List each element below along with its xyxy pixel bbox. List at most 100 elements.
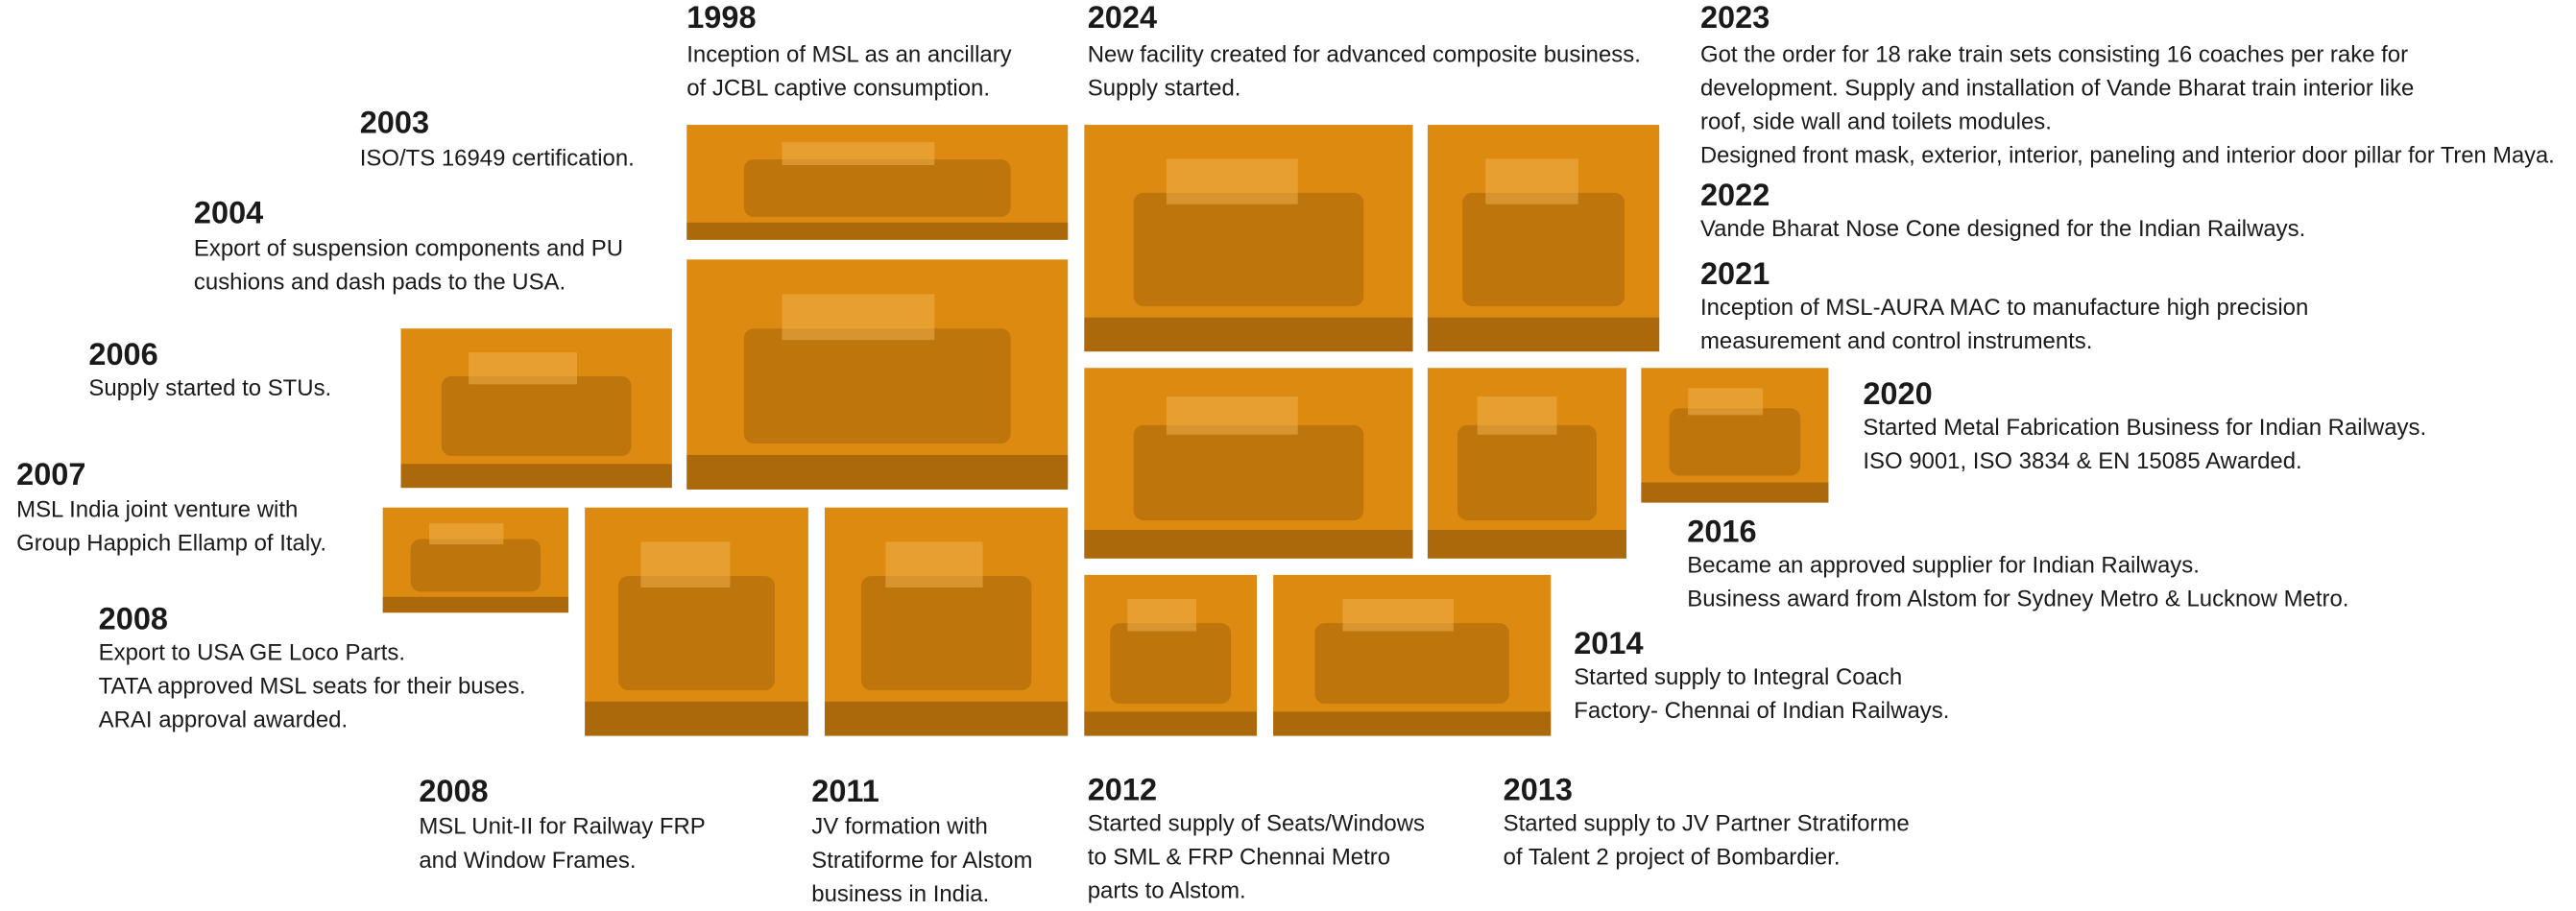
milestone-year: 2006 <box>88 337 157 372</box>
milestone-year: 2014 <box>1574 626 1643 660</box>
photo-shade <box>744 328 1011 444</box>
milestone-text: cushions and dash pads to the USA. <box>194 269 566 295</box>
milestone-text: Export to USA GE Loco Parts. <box>99 639 405 665</box>
milestone: 2013 Started supply to JV Partner Stratif… <box>1504 772 1910 870</box>
milestone-text: Designed front mask, exterior, interior,… <box>1700 143 2555 169</box>
milestone: 2012Started supply of Seats/Windowsto SM… <box>1088 772 1425 903</box>
milestone-text: ISO 9001, ISO 3834 & EN 15085 Awarded. <box>1863 448 2301 474</box>
photo-shade <box>1462 193 1625 306</box>
milestone-text: ARAI approval awarded. <box>99 707 348 732</box>
milestone-text: Became an approved supplier for Indian R… <box>1687 553 2200 579</box>
photo <box>1084 575 1257 736</box>
milestone-text: and Window Frames. <box>419 848 636 874</box>
milestone-year: 2021 <box>1700 256 1769 291</box>
photo-light <box>1478 396 1557 435</box>
photo-floor <box>1084 711 1257 735</box>
milestone: 2014 Started supply to Integral Coach Fact… <box>1574 626 1949 724</box>
milestone: 2022 Vande Bharat Nose Cone designed for … <box>1700 178 2305 242</box>
milestone-text: New facility created for advanced compos… <box>1088 42 1641 68</box>
milestone-text: Started supply to Integral Coach <box>1574 664 1902 690</box>
photo-light <box>782 294 934 340</box>
photo <box>686 125 1068 240</box>
photo-floor <box>383 597 568 612</box>
milestone-text: parts to Alstom. <box>1088 877 1246 903</box>
milestone-year: 2008 <box>419 774 488 808</box>
photo-light <box>1167 396 1298 435</box>
milestone-text: MSL Unit-II for Railway FRP <box>419 814 705 840</box>
milestone-text: of Talent 2 project of Bombardier. <box>1504 844 1841 870</box>
page: {"milestones": [ {"year": "1998", "lines… <box>0 0 2576 906</box>
photo-shade <box>1457 425 1597 520</box>
milestone: 2004Export of suspension components and … <box>194 196 623 296</box>
milestone: 2016 Became an approved supplier for Indi… <box>1687 515 2348 612</box>
photo <box>1641 368 1828 502</box>
photo-light <box>469 352 577 384</box>
milestone-text: to SML & FRP Chennai Metro <box>1088 844 1390 870</box>
milestone: 2021 Inception of MSL-AURA MAC to manufac… <box>1700 256 2308 354</box>
milestone-text: Supply started to STUs. <box>88 375 331 401</box>
milestone-text: of JCBL captive consumption. <box>686 76 990 102</box>
photo-light <box>782 142 934 165</box>
photo <box>825 508 1068 736</box>
photo-floor <box>1084 530 1412 559</box>
milestone-year: 2012 <box>1088 772 1157 806</box>
milestone: 2006 Supply started to STUs. <box>88 337 331 401</box>
milestone-text: JV formation with <box>811 814 988 840</box>
milestone-text: Business award from Alstom for Sydney Me… <box>1687 587 2348 612</box>
photo-shade <box>1670 408 1801 475</box>
milestone-text: Stratiforme for Alstom <box>811 848 1032 874</box>
photo-light <box>885 541 982 587</box>
milestone-text: Factory- Chennai of Indian Railways. <box>1574 698 1949 724</box>
photo-light <box>1342 599 1454 632</box>
milestone-text: Started Metal Fabrication Business for I… <box>1863 415 2426 441</box>
milestone-text: Supply started. <box>1088 76 1241 102</box>
milestone-year: 2008 <box>99 601 168 635</box>
photo-light <box>1127 599 1196 632</box>
milestone-year: 2003 <box>360 106 429 140</box>
photo <box>1428 125 1659 351</box>
milestone-text: development. Supply and installation of … <box>1700 76 2414 102</box>
milestone-text: Got the order for 18 rake train sets con… <box>1700 42 2408 68</box>
photo-light <box>1485 158 1578 204</box>
photo-light <box>429 523 503 544</box>
photo-light <box>1167 158 1298 204</box>
milestone: 2008 Export to USA GE Loco Parts. TATA app… <box>99 601 526 732</box>
milestone: 2003 ISO/TS 16949 certification. <box>360 106 635 172</box>
photo-shade <box>1134 193 1364 306</box>
photo <box>1428 368 1626 558</box>
photo <box>1084 125 1412 351</box>
milestone-text: ISO/TS 16949 certification. <box>360 145 635 171</box>
milestone-text: measurement and control instruments. <box>1700 328 2092 354</box>
photo-shade <box>1110 623 1231 704</box>
photo <box>1084 368 1412 558</box>
photo-floor <box>1084 318 1412 351</box>
milestone-year: 2013 <box>1504 772 1573 806</box>
milestone-year: 2022 <box>1700 178 1769 212</box>
photo <box>585 508 808 736</box>
milestone-text: Started supply to JV Partner Stratiforme <box>1504 810 1910 836</box>
milestone: 2023 Got the order for 18 rake train sets… <box>1700 0 2555 169</box>
milestone-text: roof, side wall and toilets modules. <box>1700 109 2052 135</box>
photo-shade <box>411 539 541 592</box>
photo-shade <box>618 576 775 690</box>
photo-floor <box>401 464 672 488</box>
milestone-year: 2007 <box>16 457 85 491</box>
milestone-year: 2023 <box>1700 0 1769 35</box>
photo <box>383 508 568 613</box>
photo-shade <box>744 159 1011 217</box>
photo-floor <box>1641 483 1828 503</box>
photo-floor <box>1428 318 1659 351</box>
milestone-year: 2016 <box>1687 515 1756 549</box>
milestone-text: MSL India joint venture with <box>16 496 298 522</box>
photo-shade <box>1134 425 1364 520</box>
milestone-text: Inception of MSL as an ancillary <box>686 42 1011 68</box>
milestone-text: Vande Bharat Nose Cone designed for the … <box>1700 216 2305 242</box>
photo-floor <box>686 455 1068 490</box>
milestone-text: TATA approved MSL seats for their buses. <box>99 673 526 699</box>
milestone-text: Inception of MSL-AURA MAC to manufacture… <box>1700 295 2308 321</box>
photo-light <box>1688 388 1763 415</box>
